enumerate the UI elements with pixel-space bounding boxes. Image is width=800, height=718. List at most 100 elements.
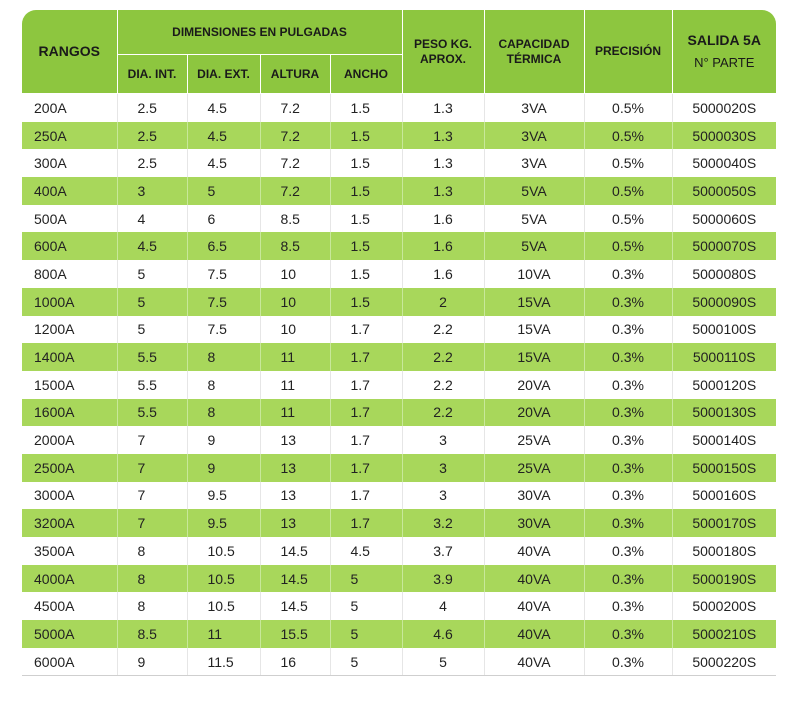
cell-peso: 1.3 <box>402 93 485 122</box>
header-precision: PRECISIÓN <box>584 10 673 94</box>
cell-numero-parte: 5000030S <box>672 121 776 150</box>
cell-numero-parte: 5000200S <box>672 592 776 621</box>
header-rangos: RANGOS <box>22 10 118 94</box>
header-salida: SALIDA 5A N° PARTE <box>672 10 776 94</box>
cell-ancho: 1.5 <box>330 177 403 205</box>
cell-peso: 1.6 <box>402 260 485 288</box>
cell-capacidad: 20VA <box>484 398 585 427</box>
spec-table-container: RANGOS DIMENSIONES EN PULGADAS PESO KG. … <box>22 10 776 677</box>
cell-peso: 1.3 <box>402 149 485 178</box>
cell-altura: 7.2 <box>260 93 331 122</box>
cell-numero-parte: 5000210S <box>672 620 776 648</box>
cell-rango: 1400A <box>22 343 118 371</box>
cell-dia-ext: 7.5 <box>187 287 261 316</box>
cell-altura: 16 <box>260 647 331 677</box>
cell-rango: 1000A <box>22 287 118 316</box>
cell-ancho: 1.5 <box>330 232 403 261</box>
cell-rango: 400A <box>22 177 118 205</box>
cell-precision: 0.5% <box>584 204 673 233</box>
cell-capacidad: 25VA <box>484 426 585 454</box>
header-capacidad-line1: CAPACIDAD <box>498 37 570 52</box>
cell-dia-int: 2.5 <box>117 93 188 122</box>
cell-dia-int: 8 <box>117 592 188 621</box>
table-row: 2000A 7 9 13 1.7 3 25VA 0.3% 5000140S <box>22 426 776 454</box>
cell-precision: 0.3% <box>584 509 673 537</box>
cell-numero-parte: 5000110S <box>672 343 776 371</box>
cell-peso: 3 <box>402 453 485 482</box>
cell-precision: 0.3% <box>584 647 673 677</box>
cell-dia-int: 9 <box>117 647 188 677</box>
cell-ancho: 1.7 <box>330 509 403 537</box>
cell-numero-parte: 5000070S <box>672 232 776 261</box>
cell-precision: 0.3% <box>584 260 673 288</box>
cell-rango: 1500A <box>22 370 118 399</box>
cell-capacidad: 3VA <box>484 121 585 150</box>
header-capacidad-line2: TÉRMICA <box>506 51 562 66</box>
cell-dia-ext: 9.5 <box>187 481 261 510</box>
cell-rango: 600A <box>22 232 118 261</box>
cell-numero-parte: 5000140S <box>672 426 776 454</box>
table-row: 500A 4 6 8.5 1.5 1.6 5VA 0.5% 5000060S <box>22 204 776 233</box>
cell-rango: 250A <box>22 121 118 150</box>
cell-capacidad: 40VA <box>484 647 585 677</box>
table-row: 1200A 5 7.5 10 1.7 2.2 15VA 0.3% 5000100S <box>22 315 776 344</box>
cell-rango: 6000A <box>22 647 118 677</box>
cell-numero-parte: 5000180S <box>672 537 776 565</box>
cell-ancho: 5 <box>330 592 403 621</box>
table-row: 3000A 7 9.5 13 1.7 3 30VA 0.3% 5000160S <box>22 481 776 510</box>
header-ancho: ANCHO <box>330 54 403 94</box>
cell-capacidad: 25VA <box>484 453 585 482</box>
cell-capacidad: 40VA <box>484 564 585 593</box>
cell-dia-int: 8 <box>117 537 188 565</box>
cell-capacidad: 40VA <box>484 620 585 648</box>
cell-peso: 3 <box>402 481 485 510</box>
cell-peso: 3.7 <box>402 537 485 565</box>
cell-dia-int: 4 <box>117 204 188 233</box>
cell-precision: 0.3% <box>584 343 673 371</box>
cell-rango: 3500A <box>22 537 118 565</box>
table-row: 1000A 5 7.5 10 1.5 2 15VA 0.3% 5000090S <box>22 287 776 316</box>
cell-numero-parte: 5000060S <box>672 204 776 233</box>
cell-rango: 3200A <box>22 509 118 537</box>
cell-dia-ext: 4.5 <box>187 149 261 178</box>
cell-peso: 4 <box>402 592 485 621</box>
cell-dia-ext: 10.5 <box>187 592 261 621</box>
cell-peso: 1.6 <box>402 232 485 261</box>
table-row: 600A 4.5 6.5 8.5 1.5 1.6 5VA 0.5% 5000070S <box>22 232 776 261</box>
cell-peso: 1.3 <box>402 177 485 205</box>
header-row-top: RANGOS DIMENSIONES EN PULGADAS PESO KG. … <box>22 10 776 94</box>
table-row: 5000A 8.5 11 15.5 5 4.6 40VA 0.3% 5000210S <box>22 620 776 648</box>
cell-numero-parte: 5000050S <box>672 177 776 205</box>
cell-precision: 0.3% <box>584 537 673 565</box>
header-peso-line1: PESO KG. <box>413 37 472 52</box>
cell-altura: 7.2 <box>260 177 331 205</box>
cell-precision: 0.3% <box>584 426 673 454</box>
cell-dia-ext: 4.5 <box>187 121 261 150</box>
cell-dia-int: 7 <box>117 509 188 537</box>
cell-ancho: 1.7 <box>330 398 403 427</box>
cell-peso: 3 <box>402 426 485 454</box>
cell-rango: 200A <box>22 93 118 122</box>
header-peso: PESO KG. APROX. <box>402 10 485 94</box>
cell-capacidad: 15VA <box>484 343 585 371</box>
cell-precision: 0.3% <box>584 287 673 316</box>
cell-peso: 2 <box>402 287 485 316</box>
cell-dia-ext: 4.5 <box>187 93 261 122</box>
cell-rango: 300A <box>22 149 118 178</box>
cell-ancho: 1.5 <box>330 93 403 122</box>
cell-precision: 0.3% <box>584 564 673 593</box>
cell-numero-parte: 5000160S <box>672 481 776 510</box>
cell-altura: 14.5 <box>260 564 331 593</box>
header-salida-line1: SALIDA 5A <box>687 32 761 49</box>
cell-rango: 4500A <box>22 592 118 621</box>
cell-precision: 0.3% <box>584 620 673 648</box>
cell-capacidad: 15VA <box>484 315 585 344</box>
table-row: 300A 2.5 4.5 7.2 1.5 1.3 3VA 0.5% 5000040S <box>22 149 776 178</box>
cell-peso: 5 <box>402 647 485 677</box>
cell-ancho: 5 <box>330 647 403 677</box>
cell-dia-int: 2.5 <box>117 121 188 150</box>
cell-dia-int: 5 <box>117 260 188 288</box>
cell-dia-ext: 6 <box>187 204 261 233</box>
header-altura: ALTURA <box>260 54 331 94</box>
transformer-spec-table: RANGOS DIMENSIONES EN PULGADAS PESO KG. … <box>22 10 776 677</box>
